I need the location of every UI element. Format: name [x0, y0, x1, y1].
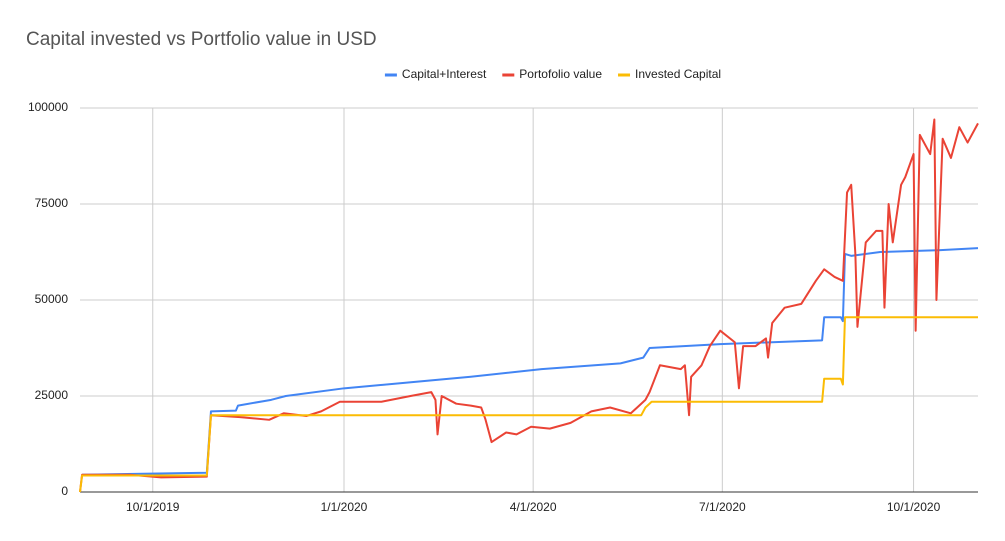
y-tick-label: 0 — [61, 484, 68, 498]
legend-label: Portofolio value — [519, 67, 602, 81]
x-tick-label: 1/1/2020 — [321, 500, 368, 514]
x-tick-label: 10/1/2019 — [126, 500, 180, 514]
data-line — [79, 316, 978, 493]
y-tick-label: 100000 — [28, 100, 68, 114]
y-tick-label: 75000 — [35, 196, 69, 210]
data-line — [82, 247, 979, 476]
legend-label: Invested Capital — [635, 67, 721, 81]
x-tick-label: 4/1/2020 — [510, 500, 557, 514]
legend-label: Capital+Interest — [402, 67, 487, 81]
chart-title: Capital invested vs Portfolio value in U… — [26, 29, 377, 50]
y-tick-label: 25000 — [35, 388, 69, 402]
x-tick-label: 10/1/2020 — [887, 500, 941, 514]
data-line — [79, 118, 979, 493]
y-tick-label: 50000 — [35, 292, 69, 306]
x-tick-label: 7/1/2020 — [699, 500, 746, 514]
